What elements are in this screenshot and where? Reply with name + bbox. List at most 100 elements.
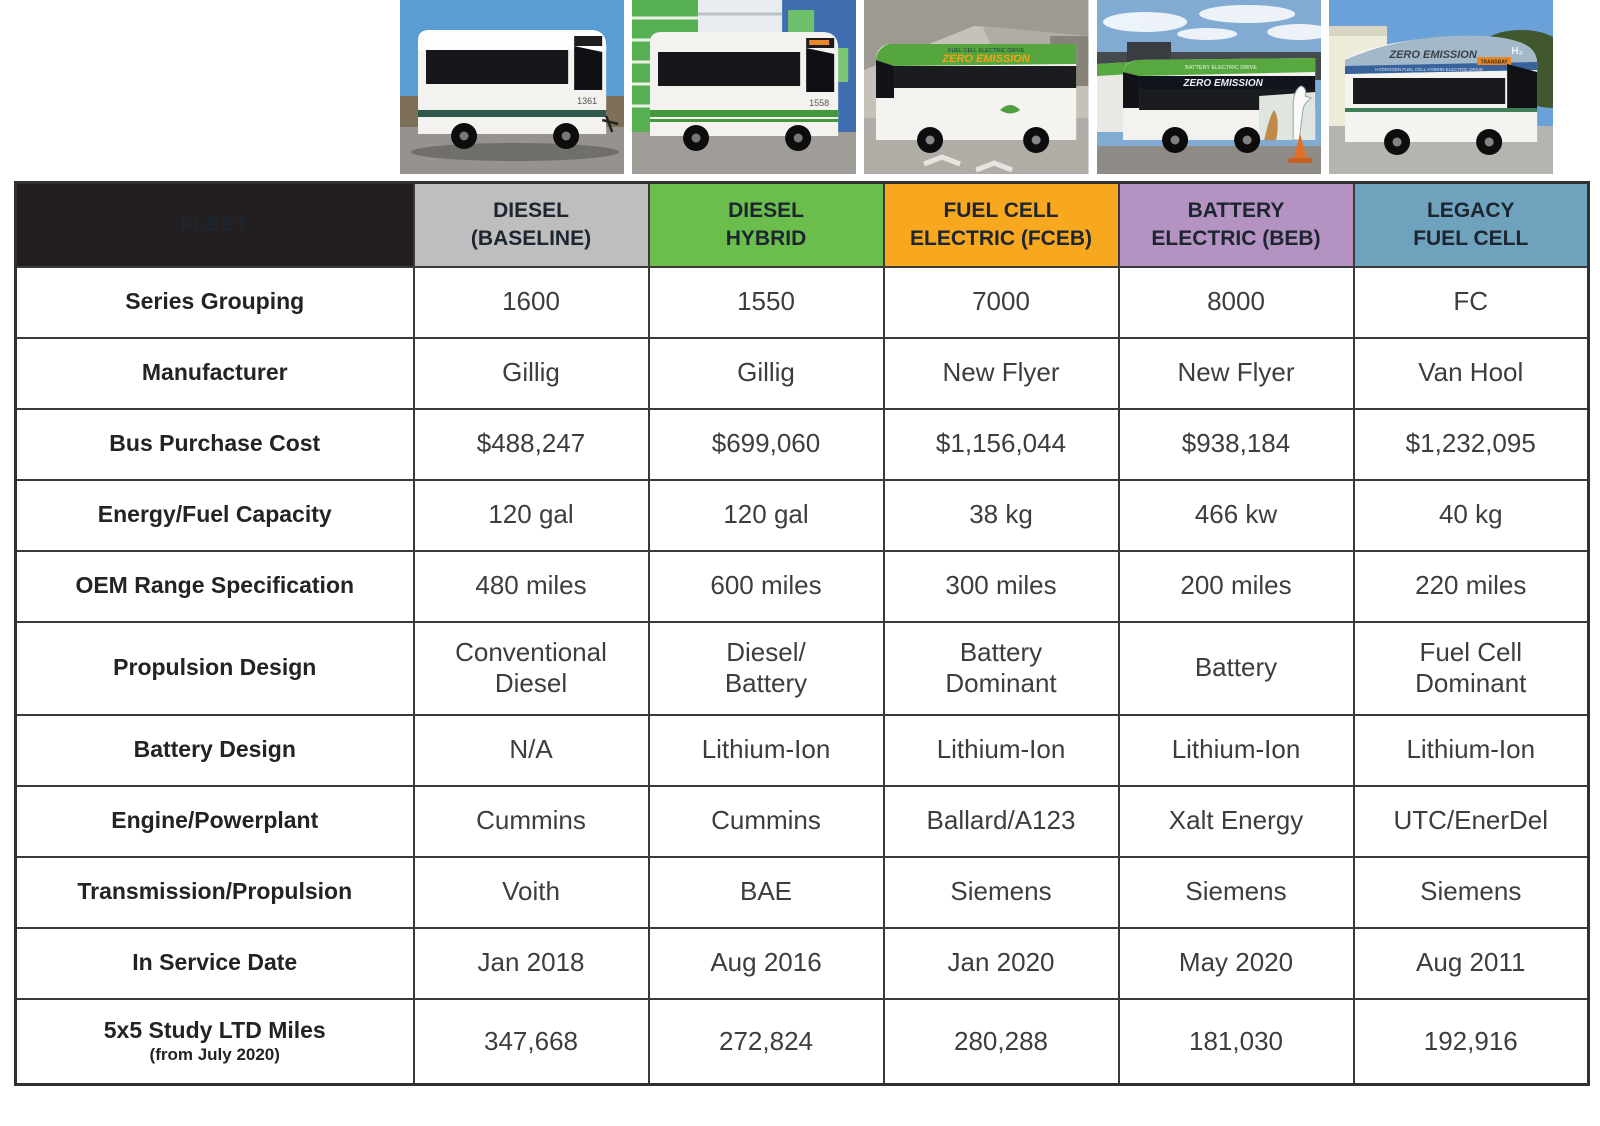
table-row: Bus Purchase Cost $488,247 $699,060 $1,1… [14, 407, 1590, 481]
roof-label: HYDROGEN FUEL CELL HYBRID-ELECTRIC DRIVE [1375, 67, 1483, 72]
table-cell: 1550 [647, 265, 885, 339]
table-cell: Xalt Energy [1117, 784, 1355, 858]
fuel-cell-electric-bus-photo: FUEL CELL ELECTRIC DRIVE ZERO EMISSION [864, 0, 1089, 174]
table-cell: 7000 [882, 265, 1120, 339]
roof-label: FUEL CELL ELECTRIC DRIVE [948, 48, 1024, 54]
legacy-fuel-cell-bus-photo: ZERO EMISSION H₂ HYDROGEN FUEL CELL HYBR… [1328, 0, 1554, 174]
table-cell: $1,232,095 [1352, 407, 1590, 481]
table-row: Energy/Fuel Capacity 120 gal 120 gal 38 … [14, 478, 1590, 552]
table-cell: 120 gal [647, 478, 885, 552]
table-cell: Ballard/A123 [882, 784, 1120, 858]
bus-number-label: 1361 [577, 96, 597, 106]
table-cell: 38 kg [882, 478, 1120, 552]
table-cell: Jan 2018 [412, 926, 650, 1000]
table-row: In Service Date Jan 2018 Aug 2016 Jan 20… [14, 926, 1590, 1000]
table-cell: 347,668 [412, 997, 650, 1086]
table-cell: 1600 [412, 265, 650, 339]
table-cell: Lithium-Ion [1352, 713, 1590, 787]
row-label-energy-fuel-capacity: Energy/Fuel Capacity [14, 478, 415, 552]
table-cell: Van Hool [1352, 336, 1590, 410]
table-cell: Diesel/ Battery [647, 620, 885, 716]
table-cell: 480 miles [412, 549, 650, 623]
battery-electric-bus-photo: BATTERY ELECTRIC DRIVE ZERO EMISSION [1096, 0, 1321, 174]
table-row: OEM Range Specification 480 miles 600 mi… [14, 549, 1590, 623]
column-header-diesel-baseline: DIESEL (BASELINE) [412, 181, 650, 268]
table-cell: 8000 [1117, 265, 1355, 339]
row-sublabel-text: (from July 2020) [149, 1044, 280, 1064]
table-cell: BAE [647, 855, 885, 929]
bus-number-label: 1558 [809, 98, 829, 108]
row-label-bus-purchase-cost: Bus Purchase Cost [14, 407, 415, 481]
table-cell: $699,060 [647, 407, 885, 481]
column-header-battery-electric: BATTERY ELECTRIC (BEB) [1117, 181, 1355, 268]
row-label-oem-range-specification: OEM Range Specification [14, 549, 415, 623]
traffic-cone [1292, 134, 1307, 160]
roof-label: BATTERY ELECTRIC DRIVE [1185, 65, 1257, 71]
table-cell: Voith [412, 855, 650, 929]
diesel-hybrid-bus-photo: 1558 [632, 0, 857, 174]
table-cell: 466 kw [1117, 478, 1355, 552]
row-label-propulsion-design: Propulsion Design [14, 620, 415, 716]
table-cell: 40 kg [1352, 478, 1590, 552]
table-cell: 600 miles [647, 549, 885, 623]
diesel-baseline-bus-illustration: 1361 [400, 0, 625, 174]
table-row: Transmission/Propulsion Voith BAE Siemen… [14, 855, 1590, 929]
legacy-fuel-cell-bus-illustration: ZERO EMISSION H₂ HYDROGEN FUEL CELL HYBR… [1328, 0, 1554, 174]
row-label-battery-design: Battery Design [14, 713, 415, 787]
table-cell: 300 miles [882, 549, 1120, 623]
table-cell: Siemens [1352, 855, 1590, 929]
table-cell: New Flyer [882, 336, 1120, 410]
row-label-engine-powerplant: Engine/Powerplant [14, 784, 415, 858]
heron-graphic [1292, 85, 1312, 141]
table-cell: May 2020 [1117, 926, 1355, 1000]
table-cell: Jan 2020 [882, 926, 1120, 1000]
table-cell: 280,288 [882, 997, 1120, 1086]
bus-photo-strip: 1361 [400, 0, 1554, 174]
table-row: 5x5 Study LTD Miles (from July 2020) 347… [14, 997, 1590, 1086]
row-label-series-grouping: Series Grouping [14, 265, 415, 339]
table-cell: Lithium-Ion [882, 713, 1120, 787]
table-row: Manufacturer Gillig Gillig New Flyer New… [14, 336, 1590, 410]
row-label-in-service-date: In Service Date [14, 926, 415, 1000]
table-cell: UTC/EnerDel [1352, 784, 1590, 858]
table-row: Battery Design N/A Lithium-Ion Lithium-I… [14, 713, 1590, 787]
table-cell: Siemens [1117, 855, 1355, 929]
fleet-comparison-table: FLEET DIESEL (BASELINE) DIESEL HYBRID FU… [14, 181, 1590, 1086]
table-cell: Siemens [882, 855, 1120, 929]
table-cell: N/A [412, 713, 650, 787]
row-label-text: 5x5 Study LTD Miles [103, 1017, 326, 1044]
table-cell: 181,030 [1117, 997, 1355, 1086]
table-cell: Cummins [647, 784, 885, 858]
column-header-fuel-cell-electric: FUEL CELL ELECTRIC (FCEB) [882, 181, 1120, 268]
zero-emission-banner: ZERO EMISSION [1388, 49, 1477, 61]
zero-emission-banner: ZERO EMISSION [942, 53, 1031, 65]
table-cell: New Flyer [1117, 336, 1355, 410]
table-cell: FC [1352, 265, 1590, 339]
table-row: Series Grouping 1600 1550 7000 8000 FC [14, 265, 1590, 339]
table-cell: 192,916 [1352, 997, 1590, 1086]
h2-label: H₂ [1511, 46, 1523, 57]
table-cell: Gillig [412, 336, 650, 410]
row-label-transmission-propulsion: Transmission/Propulsion [14, 855, 415, 929]
row-label-5x5-study-ltd-miles: 5x5 Study LTD Miles (from July 2020) [14, 997, 415, 1086]
header-row: FLEET DIESEL (BASELINE) DIESEL HYBRID FU… [14, 181, 1590, 268]
table-cell: Cummins [412, 784, 650, 858]
diesel-hybrid-bus-illustration: 1558 [632, 0, 857, 174]
table-cell: Lithium-Ion [647, 713, 885, 787]
diesel-baseline-bus-photo: 1361 [400, 0, 625, 174]
table-cell: Battery [1117, 620, 1355, 716]
table-cell: $938,184 [1117, 407, 1355, 481]
table-cell: Aug 2011 [1352, 926, 1590, 1000]
table-cell: Fuel Cell Dominant [1352, 620, 1590, 716]
table-row: Propulsion Design Conventional Diesel Di… [14, 620, 1590, 716]
table-cell: Aug 2016 [647, 926, 885, 1000]
column-header-legacy-fuel-cell: LEGACY FUEL CELL [1352, 181, 1590, 268]
column-header-diesel-hybrid: DIESEL HYBRID [647, 181, 885, 268]
table-row: Engine/Powerplant Cummins Cummins Ballar… [14, 784, 1590, 858]
table-cell: Battery Dominant [882, 620, 1120, 716]
transbay-badge: TRANSBAY [1480, 60, 1508, 66]
table-cell: Lithium-Ion [1117, 713, 1355, 787]
table-cell: $488,247 [412, 407, 650, 481]
table-cell: 272,824 [647, 997, 885, 1086]
zero-emission-banner: ZERO EMISSION [1182, 78, 1263, 89]
